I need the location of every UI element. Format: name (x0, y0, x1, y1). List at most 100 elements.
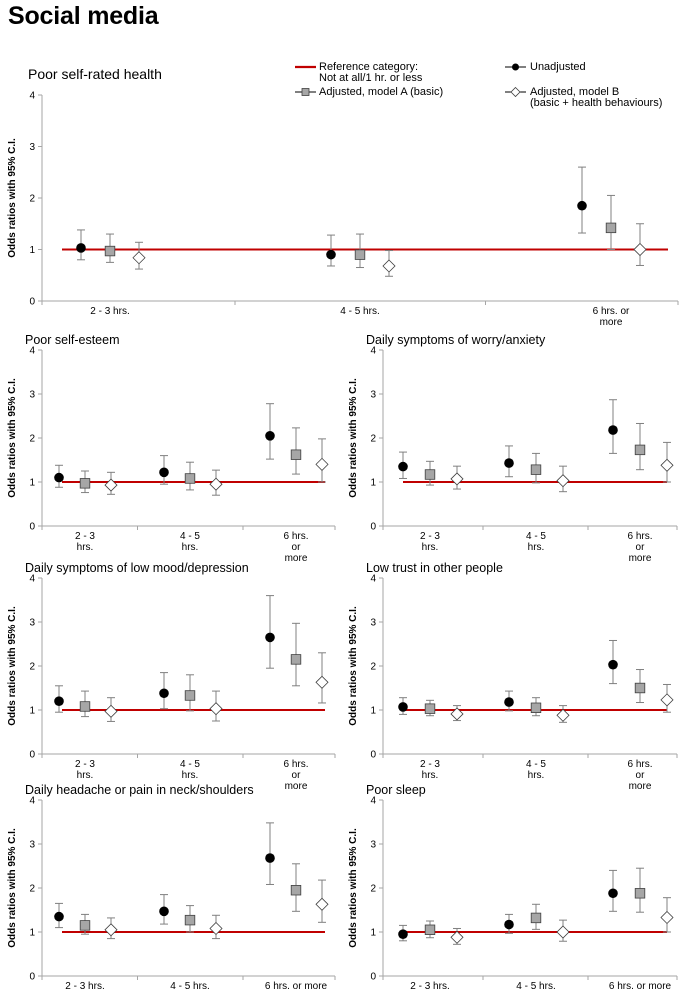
unadjusted-point (265, 632, 275, 643)
x-category-label: 6 hrs. or more (265, 981, 328, 992)
unadjusted-point (159, 467, 169, 478)
unadjusted-point (265, 431, 275, 441)
y-tick-label: 2 (29, 884, 35, 895)
model-a-point (79, 701, 91, 712)
y-tick-label: 2 (370, 434, 376, 445)
chart-panel-3: Daily symptoms of worry/anxiety Odds rati… (348, 333, 678, 564)
y-tick-label: 0 (370, 522, 376, 533)
y-tick-label: 2 (370, 662, 376, 673)
unadjusted-point (159, 688, 169, 699)
chart-panel-7: Poor sleep Odds ratios with 95% C.I. 0 1 2 3 4… (348, 783, 678, 992)
y-tick-label: 1 (29, 478, 35, 489)
model-b-point (104, 923, 118, 937)
model-a-point (424, 469, 436, 480)
model-b-point (315, 897, 329, 911)
legend-unadjusted-label: Unadjusted (530, 61, 586, 73)
model-b-point (450, 707, 464, 721)
y-tick-label: 2 (29, 662, 35, 673)
x-category-label: 4 - 5 hrs. (340, 306, 379, 317)
model-b-point (660, 458, 674, 472)
y-axis-label: Odds ratios with 95% C.I. (7, 828, 18, 948)
x-category-label: 4 - 5 (180, 759, 200, 770)
x-category-label: hrs. (182, 542, 199, 553)
x-category-label: 6 hrs. or more (609, 981, 672, 992)
chart-title: Daily symptoms of worry/anxiety (366, 333, 546, 347)
y-tick-label: 4 (29, 574, 35, 585)
y-tick-label: 1 (29, 245, 35, 256)
x-category-label: hrs. (77, 542, 94, 553)
y-tick-label: 0 (29, 750, 35, 761)
x-category-label: 2 - 3 (75, 531, 95, 542)
x-category-label: or (636, 542, 646, 553)
x-category-label: hrs. (77, 770, 94, 781)
unadjusted-point (54, 472, 64, 483)
legend-unadjusted-marker (512, 63, 519, 71)
x-category-label: 6 hrs. (283, 759, 308, 770)
unadjusted-point (608, 659, 618, 670)
model-a-point (354, 249, 366, 260)
y-axis-label: Odds ratios with 95% C.I. (348, 828, 359, 948)
model-b-point (382, 259, 396, 273)
unadjusted-point (608, 888, 618, 899)
model-b-point (450, 930, 464, 944)
y-axis-label: Odds ratios with 95% C.I. (348, 606, 359, 726)
x-category-label: 4 - 5 hrs. (170, 981, 209, 992)
model-b-point (556, 474, 570, 488)
x-category-label: 6 hrs. (627, 531, 652, 542)
y-tick-label: 1 (370, 478, 376, 489)
chart-title: Daily symptoms of low mood/depression (25, 561, 249, 575)
model-a-point (79, 920, 91, 931)
unadjusted-point (398, 929, 408, 939)
x-category-label: 4 - 5 hrs. (516, 981, 555, 992)
x-category-label: 4 - 5 (526, 759, 546, 770)
model-a-point (184, 914, 196, 926)
unadjusted-point (608, 425, 618, 435)
y-tick-label: 1 (370, 706, 376, 717)
unadjusted-point (398, 461, 408, 472)
model-a-point (104, 245, 116, 257)
unadjusted-point (54, 696, 64, 706)
y-tick-label: 3 (29, 840, 35, 851)
model-b-point (450, 472, 464, 486)
x-category-label: more (285, 781, 308, 792)
y-tick-label: 1 (29, 706, 35, 717)
unadjusted-point (54, 911, 64, 922)
legend: Reference category: Not at all/1 hr. or … (295, 61, 662, 109)
legend-model-b-marker (510, 86, 521, 98)
y-tick-label: 2 (370, 884, 376, 895)
model-b-point (315, 675, 329, 689)
model-b-point (209, 921, 223, 936)
model-b-point (315, 457, 329, 471)
page-title: Social media (8, 2, 159, 30)
model-b-point (209, 702, 223, 716)
unadjusted-point (265, 853, 275, 863)
y-tick-label: 3 (29, 618, 35, 629)
y-axis-label: Odds ratios with 95% C.I. (7, 606, 18, 726)
x-category-label: hrs. (422, 542, 439, 553)
x-category-label: more (600, 317, 623, 328)
x-category-label: 2 - 3 hrs. (65, 981, 104, 992)
y-tick-label: 4 (29, 796, 35, 807)
y-tick-label: 3 (29, 390, 35, 401)
model-a-point (290, 654, 302, 665)
y-tick-label: 2 (29, 194, 35, 205)
x-category-label: 6 hrs. or (593, 306, 630, 317)
x-category-label: 4 - 5 (180, 531, 200, 542)
y-tick-label: 4 (370, 346, 376, 357)
x-category-label: hrs. (182, 770, 199, 781)
y-tick-label: 3 (370, 840, 376, 851)
model-b-point (104, 704, 118, 718)
model-a-point (530, 464, 542, 475)
y-tick-label: 3 (370, 618, 376, 629)
chart-title: Low trust in other people (366, 561, 503, 575)
unadjusted-point (326, 249, 336, 260)
chart-panel-2: Poor self-esteem Odds ratios with 95% C.I… (7, 333, 336, 564)
y-tick-label: 4 (29, 91, 35, 102)
y-tick-label: 0 (29, 972, 35, 983)
legend-model-b-label-line2: (basic + health behaviours) (530, 97, 662, 109)
x-category-label: 2 - 3 hrs. (90, 306, 129, 317)
x-category-label: more (285, 553, 308, 564)
chart-panel-5: Low trust in other people Odds ratios wit… (348, 561, 678, 792)
model-a-point (424, 924, 436, 936)
